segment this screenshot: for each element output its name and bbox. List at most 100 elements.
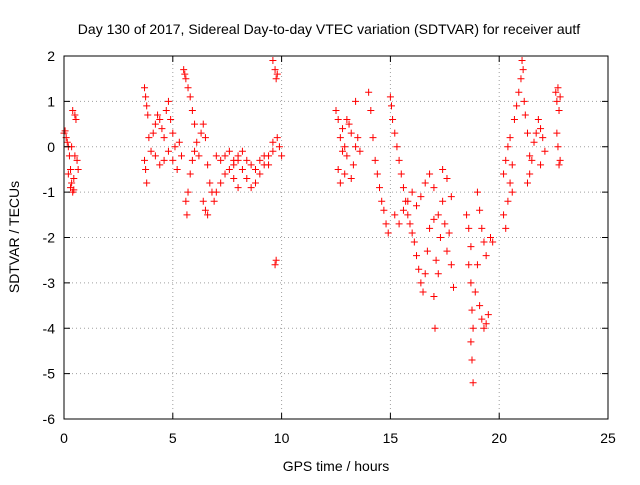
data-point <box>404 197 412 205</box>
data-point <box>469 324 477 332</box>
data-point <box>552 88 560 96</box>
data-point <box>553 97 561 105</box>
data-point <box>201 134 209 142</box>
data-point <box>142 165 150 173</box>
data-point <box>526 170 534 178</box>
data-point <box>369 134 377 142</box>
data-point <box>160 134 168 142</box>
data-point <box>554 143 562 151</box>
data-point <box>167 116 175 124</box>
data-point <box>74 165 82 173</box>
data-point <box>508 188 516 196</box>
data-point <box>188 156 196 164</box>
data-point <box>443 175 451 183</box>
data-point <box>434 211 442 219</box>
data-point <box>217 179 225 187</box>
data-point <box>430 215 438 223</box>
data-point <box>251 179 259 187</box>
data-point <box>70 186 78 194</box>
data-point <box>555 161 563 169</box>
data-point <box>171 143 179 151</box>
data-point <box>473 188 481 196</box>
data-point <box>72 116 80 124</box>
data-point <box>553 129 561 137</box>
data-point <box>151 120 159 128</box>
data-point <box>243 156 251 164</box>
y-tick-label: -3 <box>43 275 56 291</box>
data-point <box>534 116 542 124</box>
data-point <box>197 129 205 137</box>
data-point <box>347 129 355 137</box>
x-tick-label: 10 <box>274 430 290 446</box>
data-point <box>387 102 395 110</box>
data-point <box>473 261 481 269</box>
data-point <box>184 84 192 92</box>
data-point <box>141 84 149 92</box>
data-point <box>423 247 431 255</box>
data-point <box>221 170 229 178</box>
data-point <box>186 170 194 178</box>
data-point <box>61 127 69 135</box>
x-tick-label: 15 <box>383 430 399 446</box>
data-point <box>265 161 273 169</box>
x-tick-labels: 0 5 10 15 20 25 <box>60 430 616 446</box>
data-point <box>143 102 151 110</box>
data-point <box>147 147 155 155</box>
data-point <box>467 279 475 287</box>
data-point <box>523 179 531 187</box>
y-tick-label: -1 <box>43 184 56 200</box>
data-point <box>345 120 353 128</box>
data-point <box>502 224 510 232</box>
data-point <box>191 147 199 155</box>
data-point <box>341 170 349 178</box>
data-point <box>234 152 242 160</box>
data-point <box>271 261 279 269</box>
data-point <box>143 179 151 187</box>
data-point <box>413 202 421 210</box>
data-point <box>365 88 373 96</box>
data-point <box>164 147 172 155</box>
data-point <box>413 252 421 260</box>
data-point <box>439 197 447 205</box>
data-point <box>521 111 529 119</box>
data-point <box>247 161 255 169</box>
data-point <box>489 238 497 246</box>
data-point <box>195 152 203 160</box>
data-point <box>193 138 201 146</box>
data-point <box>467 338 475 346</box>
x-axis-title: GPS time / hours <box>283 458 390 474</box>
data-point <box>484 311 492 319</box>
data-point <box>443 247 451 255</box>
data-point <box>336 134 344 142</box>
data-point <box>506 134 514 142</box>
data-point <box>178 152 186 160</box>
data-point <box>408 188 416 196</box>
data-point <box>151 152 159 160</box>
data-point <box>184 188 192 196</box>
data-point <box>384 229 392 237</box>
data-point <box>450 283 458 291</box>
data-point <box>273 70 281 78</box>
y-tick-label: -2 <box>43 230 56 246</box>
data-point <box>210 197 218 205</box>
data-point <box>556 156 564 164</box>
data-point <box>73 156 81 164</box>
data-point <box>373 170 381 178</box>
data-point <box>154 111 162 119</box>
data-point <box>447 193 455 201</box>
data-point <box>164 97 172 105</box>
chart-title: Day 130 of 2017, Sidereal Day-to-day VTE… <box>78 21 581 37</box>
data-point <box>504 197 512 205</box>
data-point <box>526 152 534 160</box>
data-point <box>269 138 277 146</box>
data-point <box>539 134 547 142</box>
data-point <box>406 220 414 228</box>
data-point <box>212 152 220 160</box>
data-point <box>518 57 526 65</box>
data-point <box>354 134 362 142</box>
data-point <box>234 184 242 192</box>
data-point <box>162 106 170 114</box>
data-point <box>71 152 79 160</box>
data-point <box>480 324 488 332</box>
data-point <box>221 152 229 160</box>
